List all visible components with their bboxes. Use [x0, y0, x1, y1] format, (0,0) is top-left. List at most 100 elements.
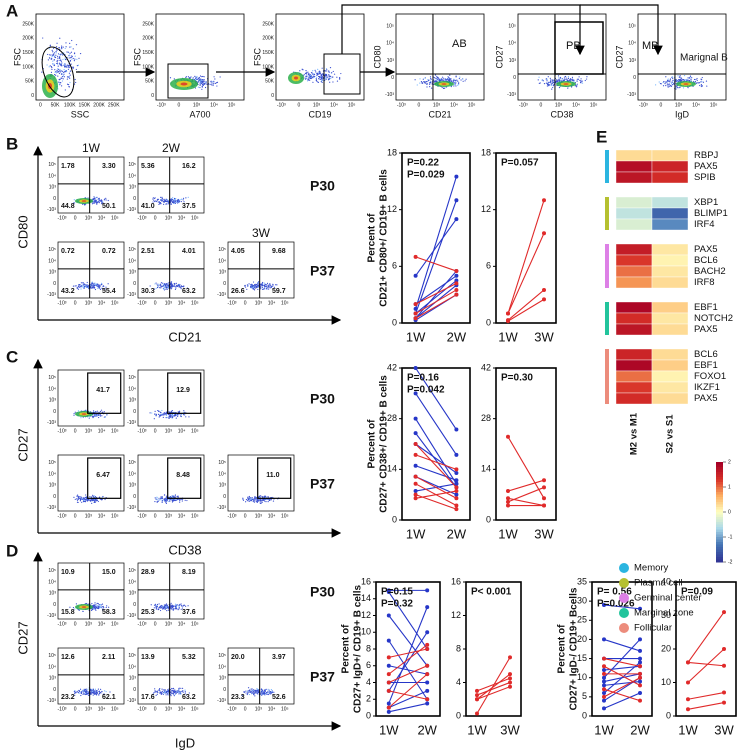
event-dot	[216, 85, 217, 86]
event-dot	[67, 78, 68, 79]
event-dot	[174, 199, 175, 200]
event-dot	[97, 288, 98, 289]
x-tick-label: -10³	[58, 300, 67, 306]
y-tick-label: 35	[577, 576, 587, 586]
event-dot	[160, 285, 161, 286]
x-tick-label: 10⁵	[111, 513, 119, 519]
x-tick-label: 3W	[534, 526, 554, 541]
data-point	[686, 681, 690, 685]
event-dot	[212, 85, 213, 86]
event-dot	[70, 46, 71, 47]
y-tick-label: 6	[392, 261, 397, 271]
event-dot	[173, 496, 174, 497]
y-tick-label: -10³	[127, 613, 136, 619]
x-tick-label: 10³	[85, 300, 93, 306]
event-dot	[252, 285, 253, 286]
quadrant-value: 5.32	[182, 654, 196, 661]
event-dot	[188, 416, 189, 417]
event-dot	[667, 85, 668, 86]
event-dot	[157, 694, 158, 695]
event-dot	[64, 69, 65, 70]
y-axis-label: CD27+ CD38+/ CD19+ B cells	[379, 375, 390, 513]
y-tick-label: 0	[392, 514, 397, 524]
event-dot	[100, 689, 101, 690]
legend-swatch	[619, 563, 629, 573]
x-tick-label: 0	[244, 706, 247, 712]
y-tick-label: 150K	[22, 50, 34, 56]
event-dot	[568, 78, 569, 79]
gene-label: BLIMP1	[694, 208, 728, 219]
event-dot	[677, 75, 678, 76]
event-dot	[322, 78, 323, 79]
event-dot	[201, 76, 202, 77]
event-dot	[92, 691, 93, 692]
event-dot	[66, 51, 67, 52]
event-dot	[161, 282, 162, 283]
event-dot	[211, 82, 212, 83]
pair-line	[508, 233, 544, 313]
event-dot	[262, 496, 263, 497]
event-dot	[245, 286, 246, 287]
event-dot	[676, 86, 677, 87]
event-dot	[49, 48, 50, 49]
pair-line	[416, 219, 457, 276]
event-dot	[668, 78, 669, 79]
x-axis-label: CD21	[168, 329, 201, 344]
event-dot	[456, 80, 457, 81]
data-point	[638, 683, 642, 687]
event-dot	[267, 496, 268, 497]
event-dot	[180, 603, 181, 604]
y-tick-label: 18	[481, 147, 491, 157]
data-point	[638, 660, 642, 664]
data-point	[387, 689, 391, 693]
data-point	[506, 435, 510, 439]
event-dot	[586, 78, 587, 79]
quadrant-value: 41.0	[141, 203, 155, 210]
x-tick-label: 10⁴	[98, 300, 106, 306]
heat-cell	[652, 219, 688, 230]
quadrant-value: 3.30	[102, 163, 116, 170]
y-tick-label: 0	[223, 494, 226, 500]
pair-line	[416, 295, 457, 319]
event-dot	[60, 71, 61, 72]
event-dot	[694, 79, 695, 80]
x-tick-label: 10⁵	[590, 102, 598, 108]
y-tick-label: 200K	[262, 36, 274, 42]
data-point	[638, 664, 642, 668]
event-dot	[340, 73, 341, 74]
event-dot	[419, 78, 420, 79]
event-dot	[433, 80, 434, 81]
event-dot	[316, 73, 317, 74]
y-tick-label: 10⁴	[48, 664, 56, 670]
data-point	[387, 614, 391, 618]
y-tick-label: 10³	[629, 58, 637, 64]
week-label: 1W	[82, 141, 101, 155]
quadrant-value: 30.3	[141, 288, 155, 295]
x-tick-label: -10³	[58, 621, 67, 627]
data-point	[414, 489, 418, 493]
quadrant-value: 2.51	[141, 248, 155, 255]
event-dot	[96, 204, 97, 205]
event-dot	[167, 606, 168, 607]
event-dot	[334, 74, 335, 75]
data-point	[722, 701, 726, 705]
gate-value: 11.0	[266, 472, 279, 479]
event-dot	[59, 83, 60, 84]
event-dot	[264, 693, 265, 694]
x-axis-label: CD19	[308, 109, 331, 119]
event-dot	[308, 79, 309, 80]
event-dot	[700, 81, 701, 82]
x-tick-label: 10⁴	[178, 513, 186, 519]
event-dot	[307, 72, 308, 73]
event-dot	[206, 84, 207, 85]
event-dot	[551, 85, 552, 86]
event-dot	[102, 496, 103, 497]
event-dot	[93, 496, 94, 497]
event-dot	[196, 76, 197, 77]
event-dot	[57, 72, 58, 73]
event-dot	[670, 78, 671, 79]
y-tick-label: 0	[53, 409, 56, 415]
event-dot	[202, 84, 203, 85]
event-dot	[159, 688, 160, 689]
y-tick-label: 100K	[22, 64, 34, 70]
